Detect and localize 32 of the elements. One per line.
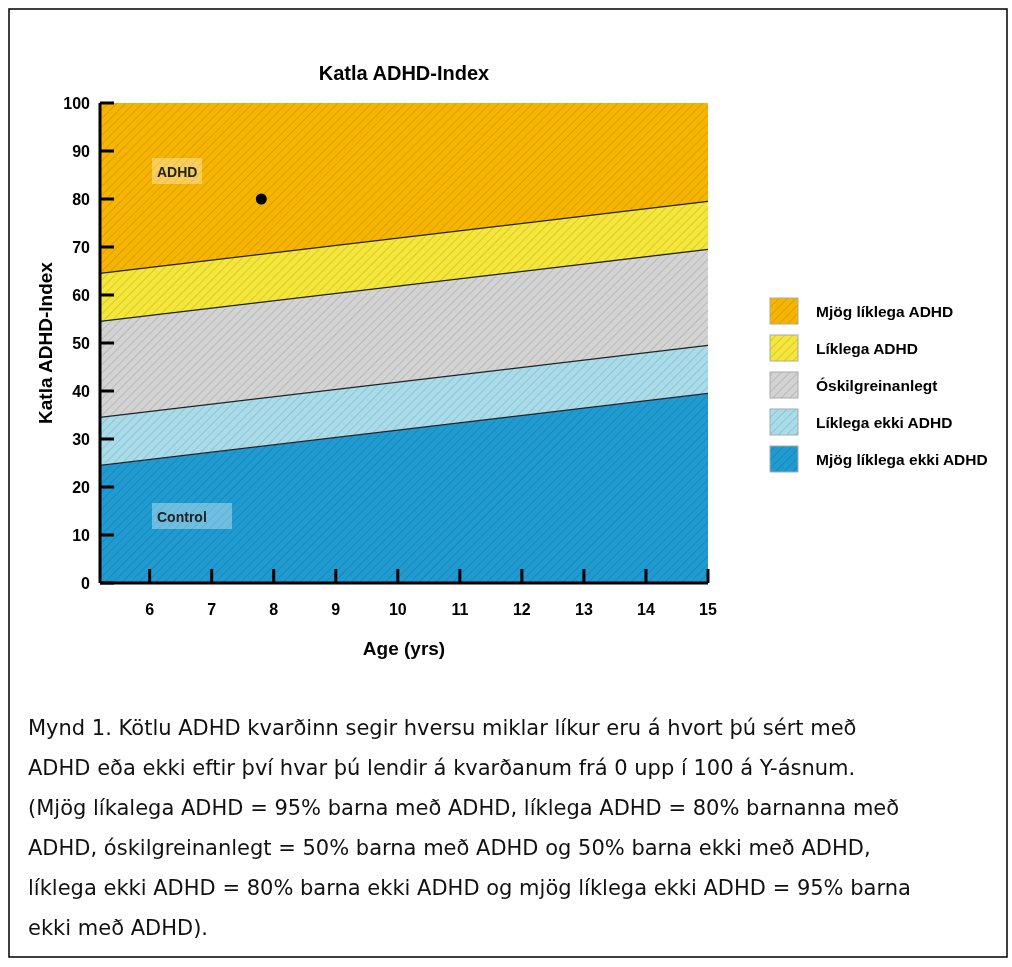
x-tick-label: 14 — [637, 601, 655, 618]
annotation: Control — [157, 509, 207, 525]
annotation: ADHD — [157, 164, 198, 180]
x-tick-label: 12 — [512, 601, 531, 618]
x-tick-label: 9 — [331, 601, 341, 618]
x-tick-label: 11 — [451, 601, 469, 618]
x-tick-label: 10 — [388, 601, 407, 618]
y-tick-label: 80 — [72, 191, 91, 208]
legend-label: Mjög líklega ekki ADHD — [816, 451, 988, 468]
y-tick-label: 100 — [63, 95, 91, 112]
y-tick-label: 60 — [72, 287, 91, 304]
legend-label: Mjög líklega ADHD — [816, 303, 954, 320]
x-tick-label: 6 — [145, 601, 155, 618]
y-tick-label: 10 — [72, 527, 91, 544]
text: Mynd 1. Kötlu ADHD kvarðinn segir hversu miklar líkur eru á hvort þú sért með ADHD eða ekki eftir því hvar þú lendir á kvarðanum frá 0 upp í 100 á Y-ásnum. (Mjög líkalega ADHD = 95% barna með ADHD, líklega ADHD = 80% barnanna með ADHD, óskilgreinanlegt = 50% barna með ADHD og 50% barna ekki með ADHD, líklega ekki ADHD = 80% barna ekki ADHD og mjög líklega ekki ADHD = 95% barna ekki með ADHD). — [28, 716, 911, 940]
x-tick-label: 8 — [269, 601, 279, 618]
x-axis-title: Age (yrs) — [362, 638, 446, 659]
x-tick-label: 15 — [699, 601, 717, 618]
y-tick-label: 70 — [72, 239, 91, 256]
y-tick-label: 40 — [72, 383, 91, 400]
y-tick-label: 20 — [72, 479, 91, 496]
x-tick-label: 7 — [207, 601, 217, 618]
y-tick-label: 30 — [72, 431, 91, 448]
x-tick-label: 13 — [575, 601, 593, 618]
legend-label: Líklega ADHD — [816, 340, 918, 357]
y-tick-label: 90 — [72, 143, 91, 160]
legend-label: Óskilgreinanlegt — [816, 377, 938, 394]
y-tick-label: 50 — [72, 335, 91, 352]
chart-title: Katla ADHD-Index — [318, 62, 490, 84]
legend-label: Líklega ekki ADHD — [816, 414, 953, 431]
y-axis-title: Katla ADHD-Index — [35, 261, 56, 424]
y-tick-label: 0 — [81, 575, 91, 592]
